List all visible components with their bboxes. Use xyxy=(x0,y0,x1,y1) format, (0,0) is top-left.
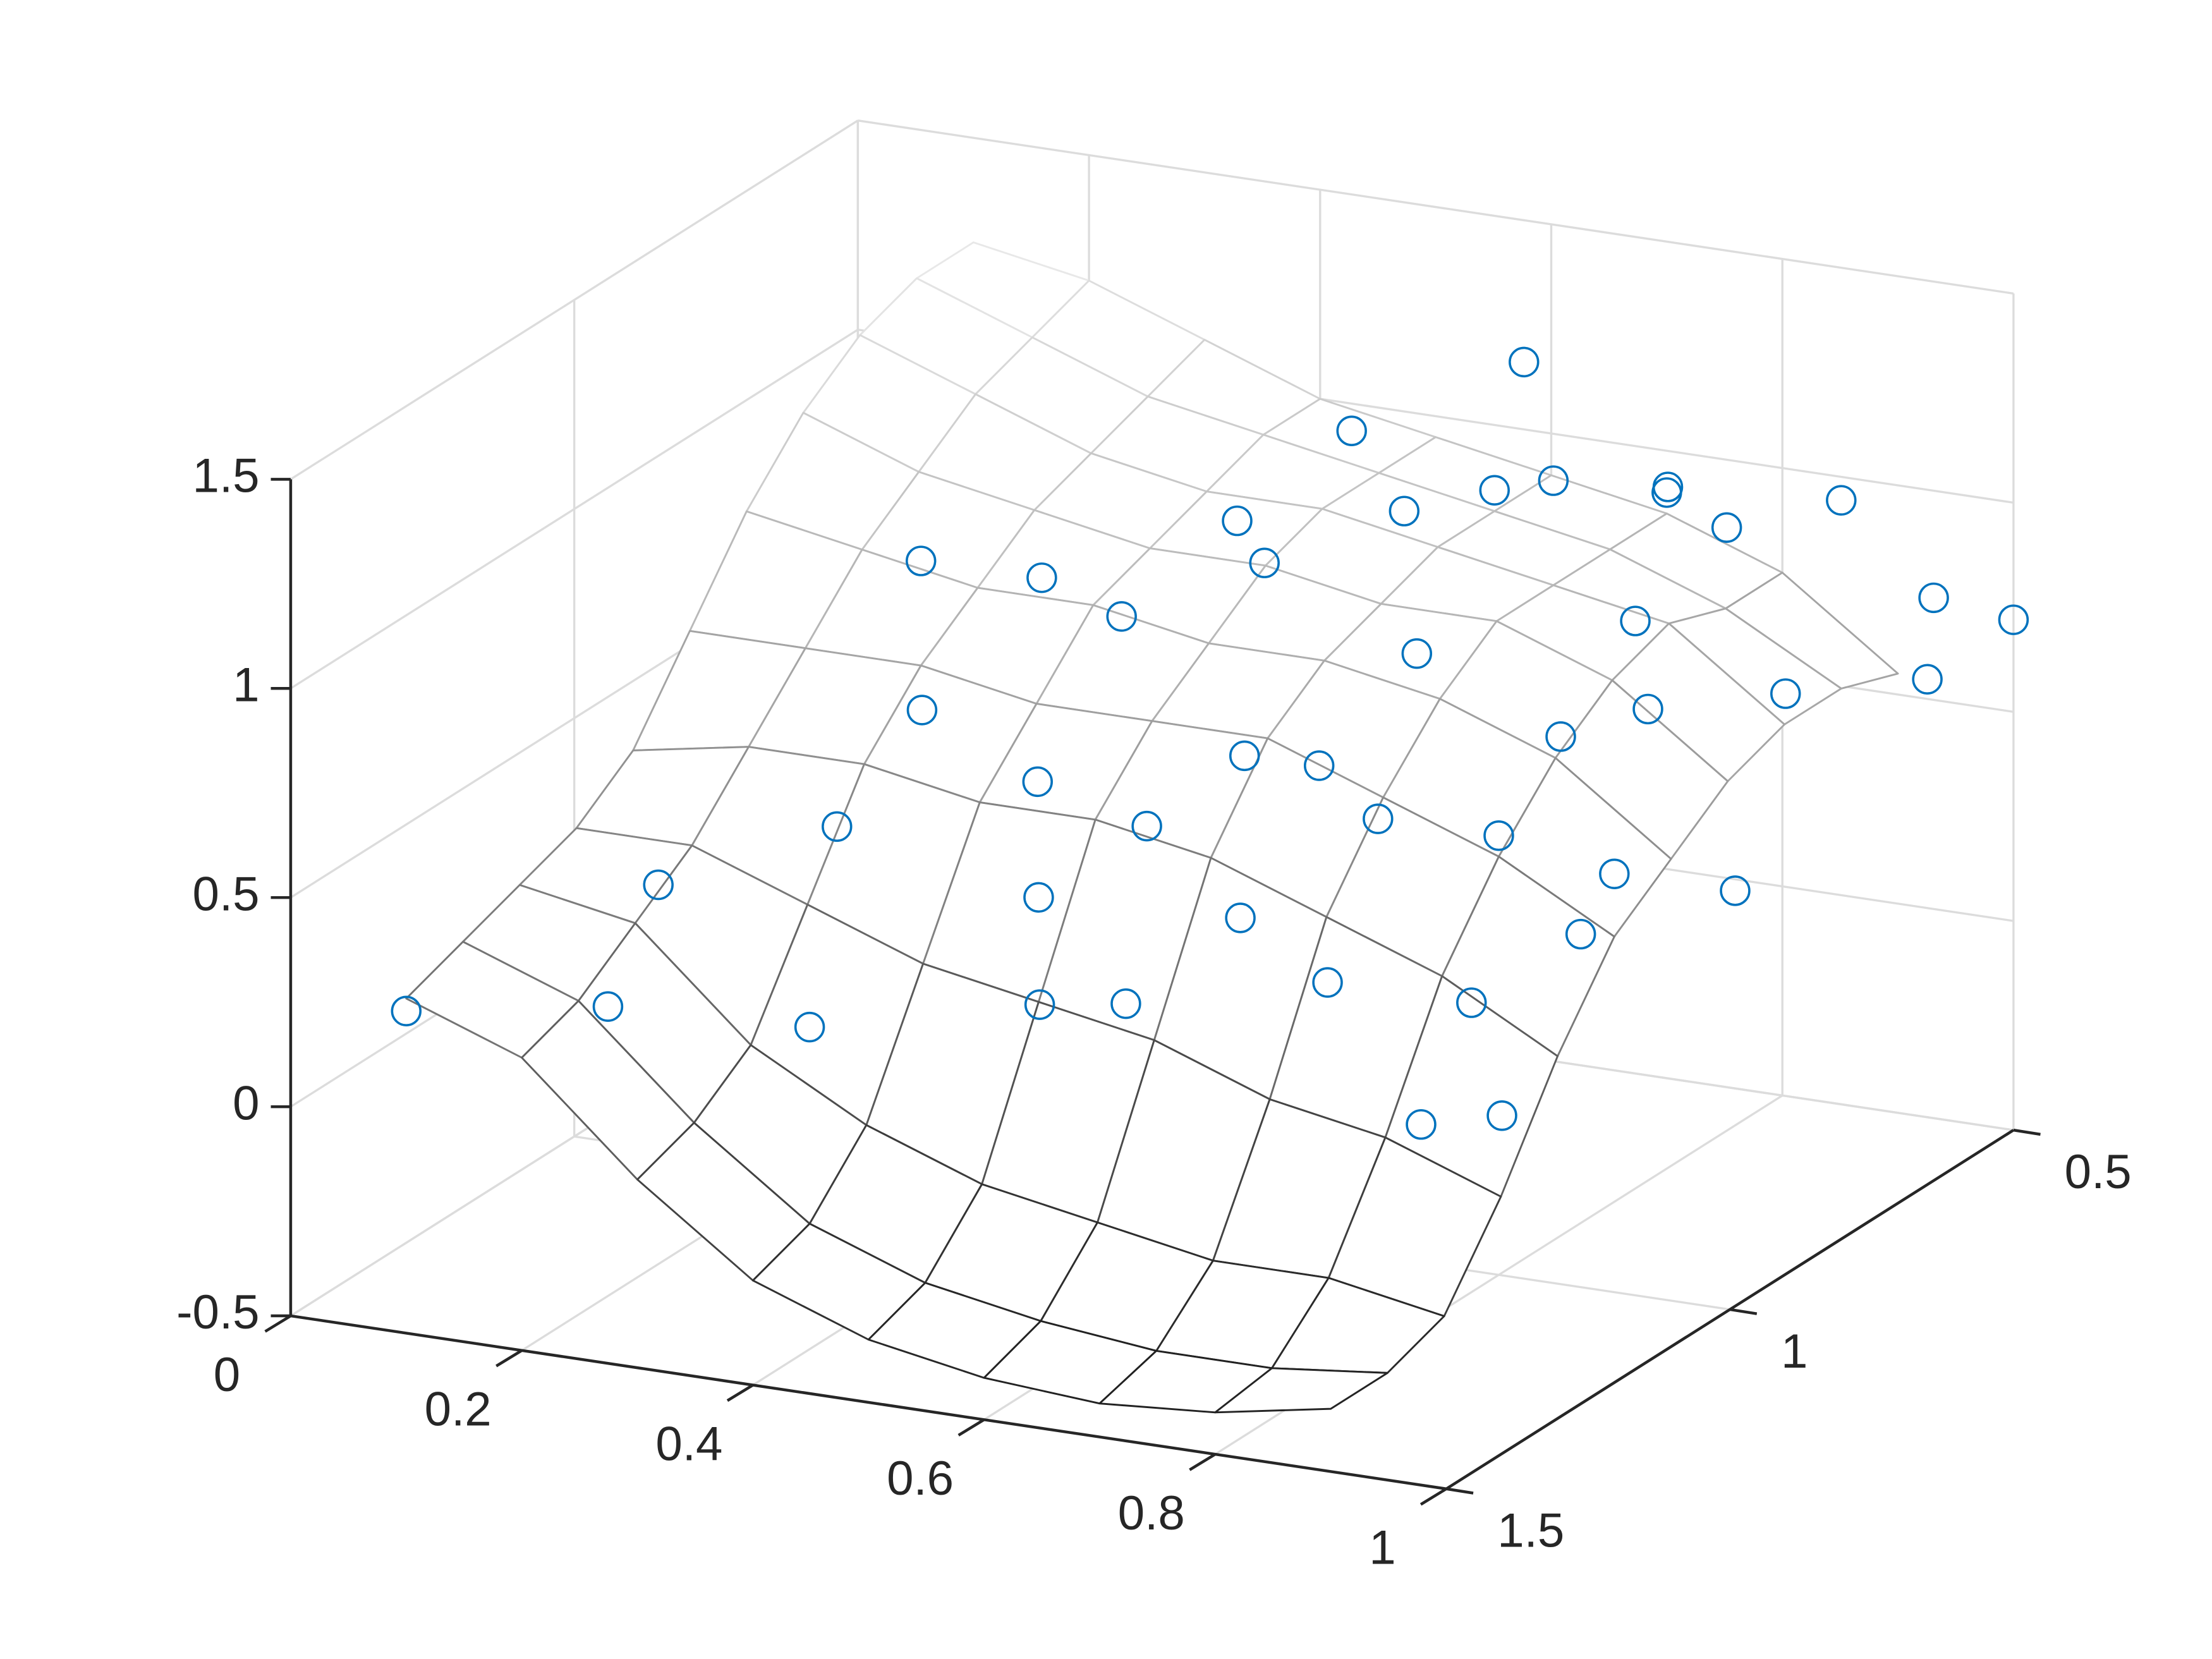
y-tick xyxy=(1446,1487,1474,1495)
data-point xyxy=(1022,766,1053,798)
data-point xyxy=(1026,562,1057,593)
data-point xyxy=(1249,547,1280,578)
data-point xyxy=(1632,693,1663,725)
data-point xyxy=(905,545,937,576)
y-tick-label: 1.5 xyxy=(1497,1504,1564,1558)
data-point xyxy=(1509,346,1540,378)
data-point xyxy=(391,995,422,1027)
data-point xyxy=(1401,638,1433,669)
data-point xyxy=(1720,875,1751,906)
data-point xyxy=(1110,988,1141,1019)
data-point xyxy=(1538,465,1569,496)
z-tick-label: 0.5 xyxy=(193,867,260,921)
data-point xyxy=(1711,512,1742,543)
data-point xyxy=(1312,967,1343,998)
data-point xyxy=(1456,987,1487,1018)
data-point xyxy=(1389,495,1420,526)
data-point xyxy=(1363,803,1394,834)
grid-line xyxy=(290,119,859,480)
x-tick-label: 0.2 xyxy=(425,1383,492,1437)
x-tick xyxy=(495,1349,523,1368)
data-point xyxy=(906,695,938,726)
data-point xyxy=(1651,477,1682,508)
z-tick-label: 0 xyxy=(233,1076,259,1130)
y-tick-label: 0.5 xyxy=(2065,1145,2132,1199)
data-point xyxy=(1024,989,1055,1020)
x-tick-label: 0.4 xyxy=(655,1417,722,1471)
x-tick-label: 1 xyxy=(1369,1521,1395,1575)
z-tick-label: 1 xyxy=(233,658,259,712)
data-point xyxy=(1565,918,1596,950)
data-point xyxy=(1918,582,1949,614)
data-point xyxy=(1023,882,1054,913)
z-tick-label: -0.5 xyxy=(176,1285,259,1339)
x-tick xyxy=(1189,1453,1216,1471)
data-point xyxy=(1479,475,1510,506)
data-point xyxy=(1106,601,1137,632)
grid-line xyxy=(290,329,859,690)
data-point xyxy=(1225,902,1256,933)
data-point xyxy=(1303,750,1335,781)
data-point xyxy=(1222,505,1253,537)
data-point xyxy=(1912,664,1943,695)
data-point xyxy=(1131,810,1162,842)
y-tick-label: 1 xyxy=(1781,1325,1808,1378)
data-point xyxy=(1599,858,1630,889)
mesh-cell xyxy=(1214,1367,1389,1414)
data-point xyxy=(1826,485,1857,516)
data-point xyxy=(1406,1109,1437,1140)
data-point xyxy=(1770,678,1801,709)
x-axis xyxy=(290,1314,1447,1490)
y-tick xyxy=(2013,1128,2041,1136)
data-point xyxy=(1229,740,1260,772)
grid-line xyxy=(858,119,2014,295)
x-tick-label: 0 xyxy=(214,1348,240,1402)
z-tick-label: 1.5 xyxy=(193,449,260,502)
data-point xyxy=(1620,605,1651,636)
data-point xyxy=(643,869,674,901)
x-tick xyxy=(957,1418,985,1437)
data-point xyxy=(1336,415,1367,446)
data-point xyxy=(1998,604,2029,635)
data-point xyxy=(794,1011,825,1043)
y-tick xyxy=(1729,1308,1758,1315)
x-tick xyxy=(1419,1487,1447,1506)
data-point xyxy=(822,811,853,842)
x-tick-label: 0.6 xyxy=(887,1452,954,1505)
x-tick-label: 0.8 xyxy=(1118,1486,1185,1540)
data-point xyxy=(592,991,624,1022)
x-tick xyxy=(264,1315,292,1333)
data-point xyxy=(1486,1100,1517,1131)
data-point xyxy=(1483,820,1514,851)
data-point xyxy=(1545,721,1576,752)
x-tick xyxy=(726,1383,754,1402)
